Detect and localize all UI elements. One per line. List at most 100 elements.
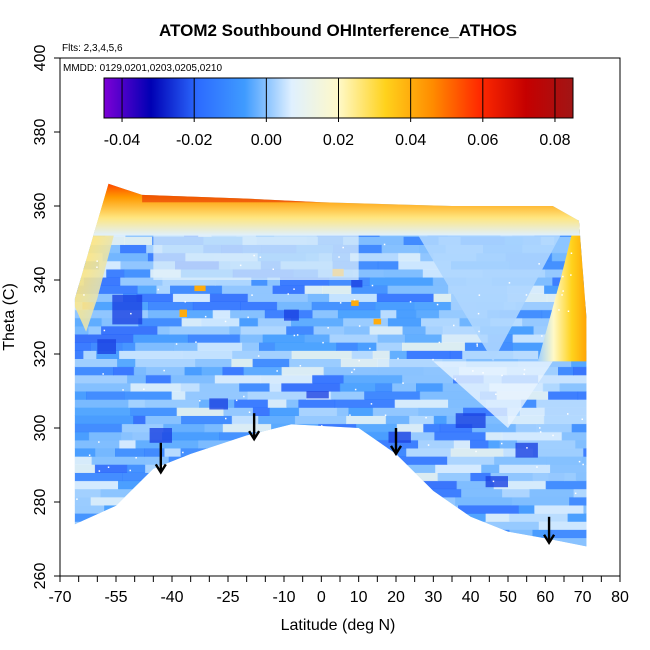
field-cell <box>145 513 197 522</box>
field-cell <box>74 521 89 530</box>
field-speckle <box>478 330 480 333</box>
field-cell <box>409 415 435 425</box>
field-patch <box>97 339 116 354</box>
field-cell <box>176 407 224 416</box>
field-cell <box>308 456 357 465</box>
field-cell <box>364 391 421 400</box>
field-cell <box>372 407 419 416</box>
field-cell <box>88 325 102 335</box>
field-cell <box>583 505 587 514</box>
field-cell <box>437 472 471 482</box>
field-speckle <box>526 447 528 449</box>
field-cell <box>363 505 401 514</box>
field-cell <box>130 407 178 416</box>
field-cell <box>230 309 266 319</box>
field-speckle <box>539 431 542 433</box>
field-speckle <box>369 347 371 350</box>
field-speckle <box>259 256 262 258</box>
field-cell <box>291 317 344 327</box>
field-cell <box>197 342 243 351</box>
field-speckle <box>287 293 289 295</box>
field-cell <box>213 464 278 473</box>
field-cell <box>120 260 176 270</box>
field-speckle <box>76 498 78 500</box>
field-cell <box>329 334 379 343</box>
field-cell <box>74 293 124 302</box>
field-cell <box>132 431 163 441</box>
field-cell <box>499 439 518 449</box>
x-tick-label: 40 <box>462 589 480 606</box>
field-cell <box>416 382 444 392</box>
field-cell <box>136 293 174 302</box>
field-cell <box>398 252 421 262</box>
field-cell <box>343 374 403 384</box>
field-cell <box>157 325 171 335</box>
field-cell <box>453 521 487 530</box>
field-cell <box>307 293 330 302</box>
field-cell <box>303 545 322 547</box>
field-speckle <box>358 325 361 327</box>
annotation-arrows <box>154 413 556 545</box>
field-cell <box>74 358 118 368</box>
field-cell <box>350 252 399 262</box>
field-cell <box>124 236 153 245</box>
field-cell <box>247 488 294 498</box>
field-cell <box>279 480 316 490</box>
field-cell <box>423 423 441 433</box>
down-arrow <box>248 413 261 442</box>
field-speckle <box>322 341 324 344</box>
field-speckle <box>453 324 455 327</box>
field-cell <box>418 439 455 449</box>
field-speckle <box>562 290 564 292</box>
field-speckle <box>358 359 360 362</box>
field-cell <box>344 325 371 335</box>
field-cell <box>311 448 371 457</box>
field-cell <box>90 496 144 506</box>
field-cell <box>148 472 198 482</box>
field-cell <box>201 366 224 376</box>
field-speckle <box>454 378 456 380</box>
field-cell <box>470 472 492 482</box>
field-cell <box>461 488 503 498</box>
field-cell <box>121 342 136 351</box>
flights-label: Flts: 2,3,4,5,6 <box>62 43 123 54</box>
field-patch <box>515 442 538 458</box>
field-cell <box>223 407 254 416</box>
field-cell <box>418 407 464 416</box>
field-cell <box>274 342 337 351</box>
field-speckle <box>272 268 274 270</box>
field-cell <box>397 488 462 498</box>
field-cell <box>74 309 115 319</box>
field-cell <box>106 268 125 278</box>
field-cell <box>74 423 123 433</box>
field-speckle <box>349 414 351 416</box>
field-cell <box>435 464 482 473</box>
field-cell <box>74 382 132 392</box>
field-cell <box>309 439 364 449</box>
field-speckle <box>409 301 412 303</box>
field-cell <box>425 325 444 335</box>
field-cell <box>590 334 638 343</box>
field-cell <box>74 472 123 482</box>
field-speckle <box>567 310 570 312</box>
field-cell <box>118 480 143 490</box>
field-cell <box>387 285 449 294</box>
field-cell <box>218 448 275 457</box>
field-cell <box>515 301 569 311</box>
field-speckle <box>157 288 159 291</box>
field-cell <box>499 464 551 473</box>
field-speckle <box>397 357 399 360</box>
field-cell <box>310 529 366 539</box>
field-cell <box>198 439 251 449</box>
field-cell <box>375 382 393 392</box>
colorbar-tick-label: -0.04 <box>104 132 141 149</box>
field-speckle <box>122 389 124 391</box>
field-speckle <box>321 425 323 427</box>
field-cell <box>258 415 296 425</box>
field-cell <box>472 529 510 539</box>
field-cell <box>589 228 616 237</box>
field-cell <box>74 431 90 441</box>
field-cell <box>455 496 513 506</box>
field-cell <box>149 521 199 530</box>
field-speckle <box>98 441 100 443</box>
